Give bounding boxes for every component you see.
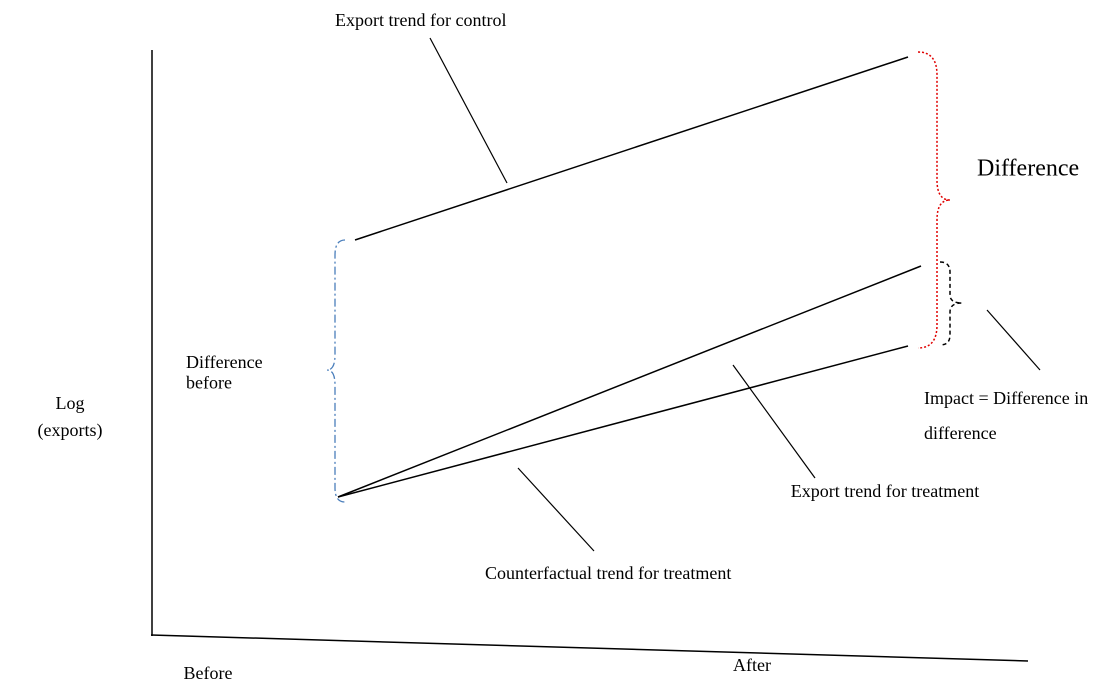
treatment-label: Export trend for treatment <box>791 481 979 501</box>
counterfactual-label: Counterfactual trend for treatment <box>485 563 731 583</box>
pointer <box>517 467 595 552</box>
impact-label: difference <box>924 423 997 443</box>
difference-brace <box>917 51 951 349</box>
difference-before-brace <box>326 239 346 503</box>
impact-brace <box>939 261 963 346</box>
y-label: (exports) <box>38 420 103 441</box>
difference-before-label: Difference <box>186 352 263 372</box>
x-label: Before <box>184 663 233 683</box>
control-label: Export trend for control <box>335 10 506 30</box>
control-trend <box>354 56 909 241</box>
y-label: Log <box>56 393 85 413</box>
pointer <box>986 309 1041 371</box>
difference-before-label: before <box>186 373 232 393</box>
impact-label: Impact = Difference in <box>924 388 1088 408</box>
treatment-trend <box>337 265 922 498</box>
counterfactual-trend <box>337 345 909 498</box>
x-label: After <box>733 655 771 675</box>
pointer <box>732 364 816 479</box>
pointer <box>429 37 508 184</box>
difference-label: Difference <box>977 156 1079 182</box>
x-axis <box>150 634 1029 662</box>
